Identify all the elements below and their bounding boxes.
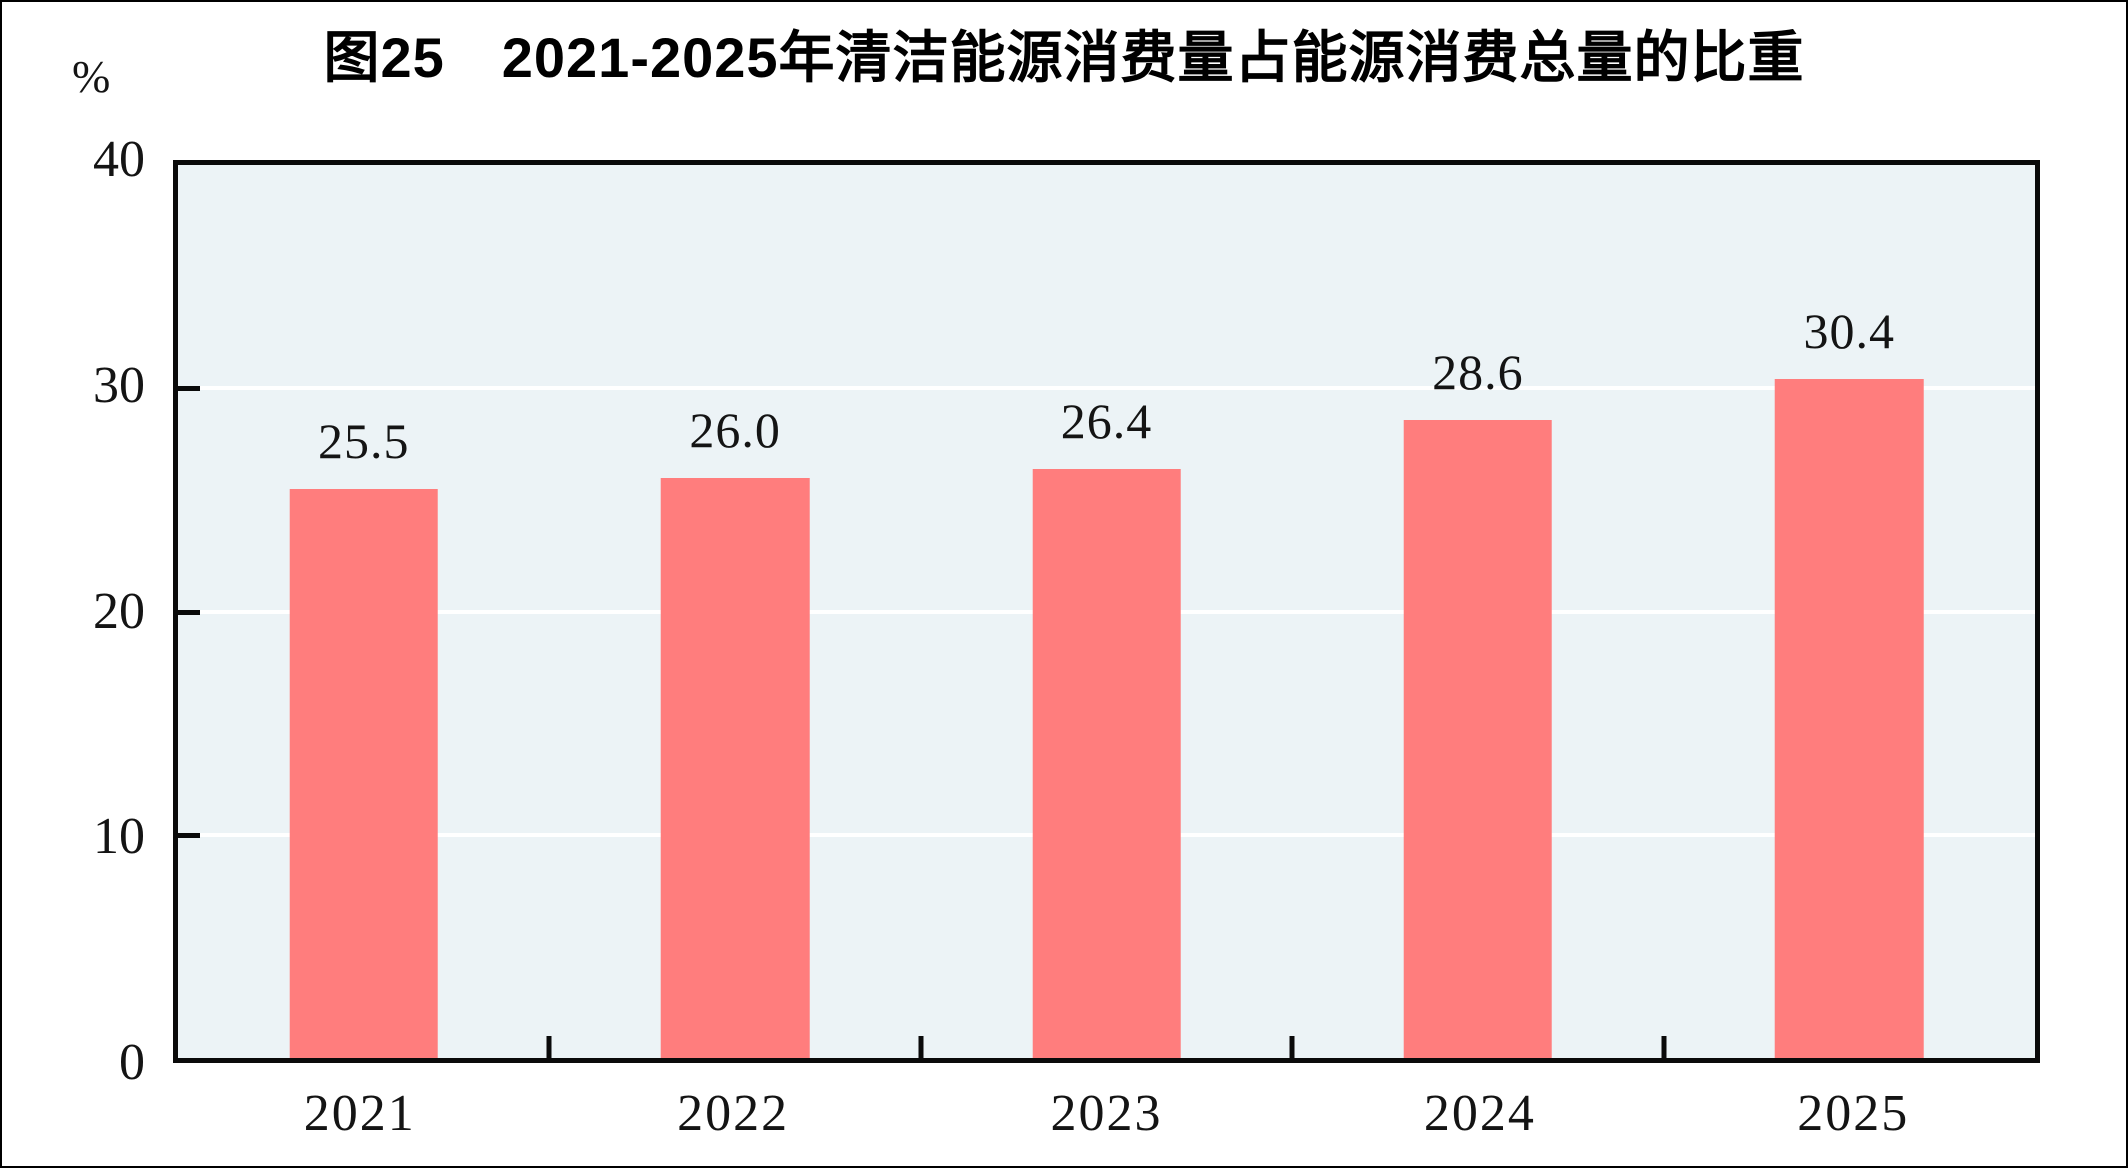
y-axis-tick-mark [178,609,200,615]
y-axis-unit-label: % [72,51,111,102]
x-axis-tick-mark [918,1036,924,1058]
x-axis-tick-mark [1661,1036,1667,1058]
y-axis-tick-label-10: 10 [93,808,145,866]
bar-2024 [1403,419,1553,1058]
x-axis-tick-mark [546,1036,552,1058]
bar-value-label-2025: 30.4 [1803,303,1896,360]
chart-title: 图25 2021-2025年清洁能源消费量占能源消费总量的比重 [323,26,1805,89]
x-axis-tick-label-2023: 2023 [1050,1085,1163,1142]
x-axis-tick-label-2021: 2021 [303,1085,416,1142]
plot-area: 25.5 26.0 26.4 28.6 30.4 [173,160,2040,1063]
bar-value-label-2021: 25.5 [317,412,410,469]
gridline [178,386,2035,391]
bar-value-label-2024: 28.6 [1432,343,1524,400]
y-axis-tick-label-20: 20 [93,582,145,640]
y-axis-tick-mark [178,386,200,392]
bar-2021 [289,488,438,1058]
bar-2025 [1775,379,1924,1058]
x-axis-tick-label-2024: 2024 [1423,1085,1536,1142]
bar-2023 [1032,468,1181,1058]
bar-2022 [660,477,810,1058]
y-axis-tick-label-0: 0 [119,1034,145,1091]
bar-value-label-2022: 26.0 [689,401,781,458]
x-axis-tick-label-2025: 2025 [1797,1085,1910,1142]
y-axis-tick-mark [178,832,200,838]
y-axis-tick-label-30: 30 [93,356,145,414]
x-axis-tick-label-2022: 2022 [677,1085,790,1142]
y-axis-tick-label-40: 40 [93,131,145,188]
bar-value-label-2023: 26.4 [1060,392,1153,449]
x-axis-tick-mark [1289,1036,1295,1058]
